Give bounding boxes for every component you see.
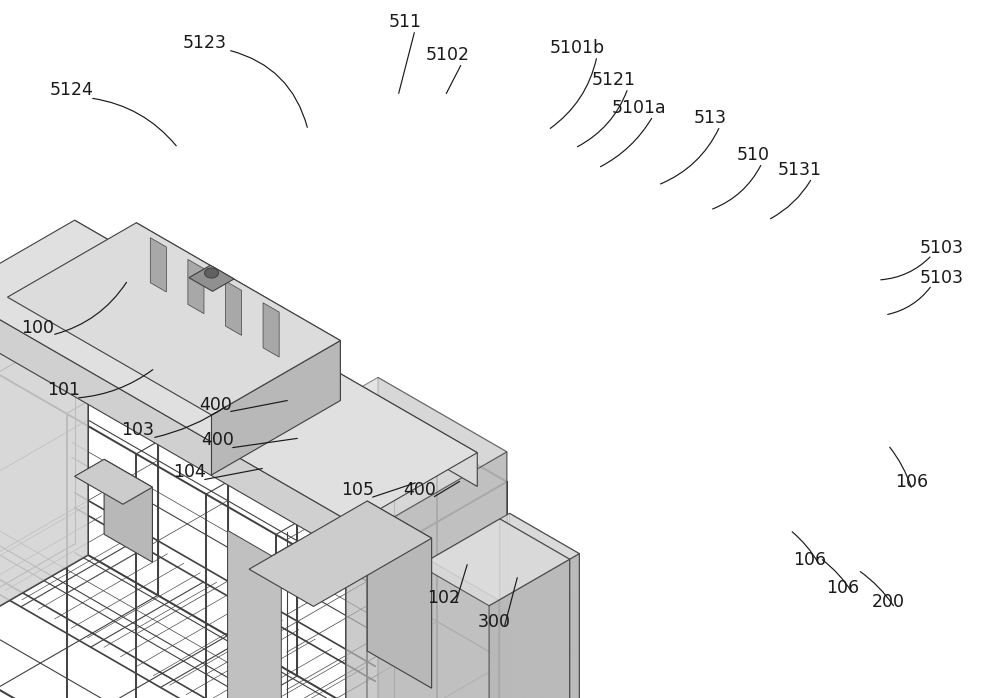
Polygon shape — [75, 220, 477, 487]
Polygon shape — [211, 341, 340, 475]
Polygon shape — [509, 513, 579, 698]
Polygon shape — [0, 220, 477, 524]
Text: 511: 511 — [388, 13, 422, 31]
Text: 102: 102 — [428, 589, 460, 607]
Polygon shape — [263, 303, 279, 357]
Polygon shape — [7, 223, 340, 415]
Text: 104: 104 — [174, 463, 206, 481]
Polygon shape — [228, 530, 281, 698]
Polygon shape — [75, 459, 152, 504]
Text: 5103: 5103 — [920, 269, 964, 287]
Text: 5121: 5121 — [592, 71, 636, 89]
Polygon shape — [489, 559, 570, 698]
Text: 5103: 5103 — [920, 239, 964, 257]
Text: 513: 513 — [694, 109, 726, 127]
Text: 105: 105 — [342, 481, 374, 499]
Polygon shape — [0, 240, 88, 648]
Text: 106: 106 — [793, 551, 827, 569]
Polygon shape — [367, 501, 432, 688]
Polygon shape — [249, 501, 432, 607]
Ellipse shape — [204, 268, 218, 278]
Text: 5101b: 5101b — [549, 39, 605, 57]
Polygon shape — [346, 452, 507, 698]
Polygon shape — [217, 378, 507, 545]
Polygon shape — [136, 223, 340, 401]
Text: 103: 103 — [122, 421, 154, 439]
Text: 5124: 5124 — [50, 81, 94, 99]
Text: 106: 106 — [895, 473, 929, 491]
Polygon shape — [0, 292, 354, 558]
Polygon shape — [188, 260, 204, 313]
Text: 400: 400 — [202, 431, 234, 449]
Text: 106: 106 — [826, 579, 860, 597]
Polygon shape — [429, 513, 579, 600]
Polygon shape — [150, 238, 166, 292]
Polygon shape — [104, 459, 152, 562]
Polygon shape — [378, 378, 507, 698]
Text: 400: 400 — [404, 481, 436, 499]
Text: 400: 400 — [200, 396, 232, 414]
Text: 100: 100 — [22, 319, 54, 337]
Text: 5102: 5102 — [426, 46, 470, 64]
Text: 510: 510 — [736, 146, 770, 164]
Text: 5123: 5123 — [183, 34, 227, 52]
Polygon shape — [225, 281, 242, 336]
Text: 5131: 5131 — [778, 161, 822, 179]
Text: 200: 200 — [872, 593, 904, 611]
Polygon shape — [419, 519, 570, 606]
Polygon shape — [499, 554, 579, 698]
Text: 101: 101 — [48, 381, 80, 399]
Text: 300: 300 — [478, 613, 511, 631]
Polygon shape — [500, 519, 570, 698]
Text: 5101a: 5101a — [612, 99, 666, 117]
Polygon shape — [189, 265, 234, 291]
